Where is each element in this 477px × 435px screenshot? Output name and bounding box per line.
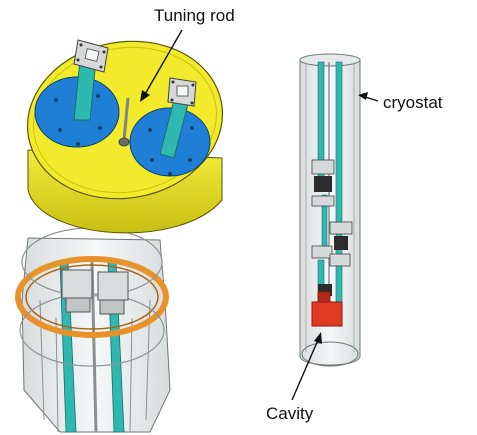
tuning-rod-label: Tuning rod (154, 6, 235, 25)
cavity-label: Cavity (266, 404, 314, 423)
cryostat-connectors (311, 159, 353, 296)
cryostat-label: cryostat (383, 93, 443, 112)
right-assembly (291, 53, 379, 401)
left-waveguide-flange (73, 39, 109, 73)
cryostat-tube (299, 59, 361, 366)
cavity-arrow (291, 332, 322, 401)
tuning-rod-arrow (140, 29, 183, 102)
tuning-rod (118, 97, 130, 147)
orange-ring (15, 256, 169, 338)
cavity-block (311, 291, 343, 327)
right-waveguide-flange (167, 77, 197, 107)
cryostat-bottom (301, 341, 359, 367)
cryostat-arrow (358, 92, 379, 102)
lower-connectors (61, 269, 129, 315)
tube-inner-lines (39, 299, 151, 433)
left-assembly (15, 29, 224, 433)
